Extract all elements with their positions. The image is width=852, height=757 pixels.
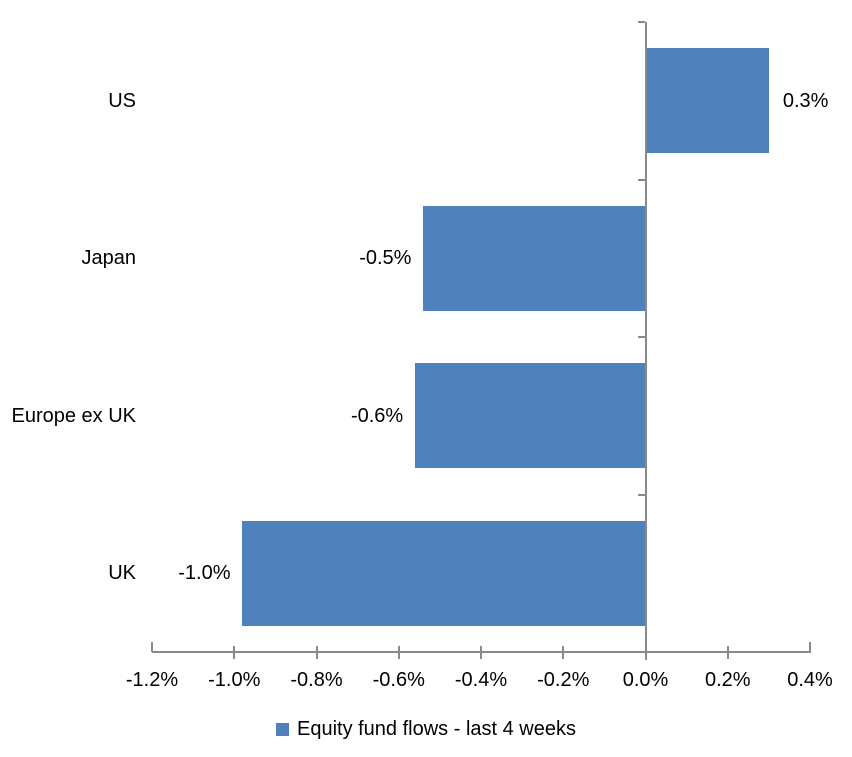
y-axis-tick [637,493,645,496]
bar-uk [242,520,646,626]
x-axis-tick-label: -0.2% [537,669,590,691]
data-label: -0.5% [359,247,412,270]
data-label: -1.0% [178,562,231,585]
category-label: US [108,89,136,112]
x-axis-tick-label: 0.2% [704,669,751,691]
bar-us [645,48,769,154]
category-label: Japan [81,247,137,270]
legend: Equity fund flows - last 4 weeks [0,715,852,743]
x-axis-tick [726,646,729,659]
category-label: Europe ex UK [11,404,136,427]
x-axis-tick [562,646,565,659]
x-axis-tick [233,646,236,659]
y-axis-tick [637,21,645,23]
data-label: 0.3% [782,89,829,112]
x-axis-tick-label: -0.6% [372,669,425,691]
bar-japan [423,205,646,311]
x-axis-tick-label: 0.0% [622,669,669,691]
x-axis-tick-label: -0.8% [290,669,343,691]
data-label: -0.6% [350,404,404,427]
y-axis-tick [637,336,645,338]
x-axis-tick-label: 0.4% [787,669,833,691]
y-axis-line [644,22,647,660]
x-axis-tick [480,646,482,659]
y-axis-tick [637,178,645,181]
x-axis-tick [397,646,400,659]
x-axis-tick [809,642,811,652]
x-axis-tick-label: -1.0% [208,669,261,691]
x-axis-tick-label: -1.2% [125,669,179,691]
x-axis-tick-label: -0.4% [454,669,508,691]
x-axis-tick [151,642,153,652]
legend-series-label: Equity fund flows - last 4 weeks [296,718,576,740]
legend-series-swatch [275,722,289,736]
category-label: UK [108,562,136,585]
x-axis-tick [315,646,318,659]
bar-europe-ex-uk [415,363,646,469]
